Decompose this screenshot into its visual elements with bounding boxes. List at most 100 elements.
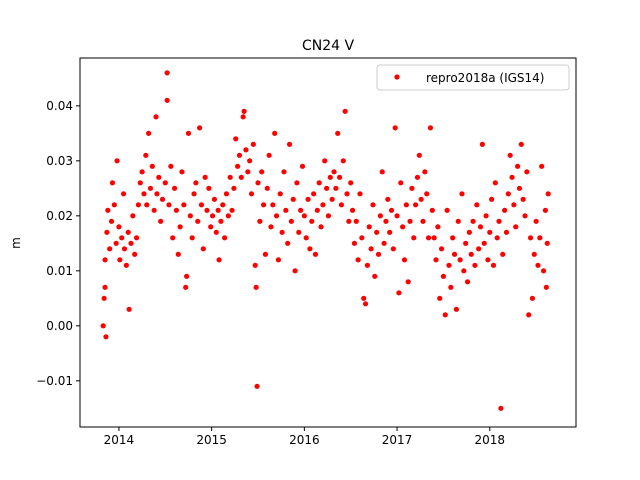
data-point	[183, 284, 189, 290]
data-point	[522, 213, 528, 219]
data-point	[429, 207, 435, 213]
data-point	[144, 202, 150, 208]
data-point	[377, 213, 383, 219]
data-point	[518, 141, 524, 147]
data-point	[394, 213, 400, 219]
data-point	[173, 207, 180, 213]
data-point	[189, 235, 195, 241]
data-point	[346, 218, 352, 224]
data-point	[175, 251, 181, 257]
legend: repro2018a (IGS14)	[376, 64, 570, 91]
data-point	[359, 235, 365, 241]
data-point	[364, 262, 371, 268]
data-point	[496, 218, 502, 224]
data-point	[298, 207, 304, 213]
data-point	[133, 235, 140, 241]
data-point	[107, 246, 113, 252]
data-point	[273, 213, 280, 219]
data-point	[507, 152, 513, 158]
data-point	[206, 185, 212, 191]
data-point	[388, 207, 395, 213]
data-point	[424, 191, 430, 197]
data-point	[272, 130, 278, 136]
data-point	[117, 257, 123, 263]
data-point	[464, 279, 471, 285]
data-point	[268, 224, 274, 230]
data-point	[355, 257, 361, 263]
data-point	[457, 257, 463, 263]
data-point	[233, 136, 239, 142]
data-point	[143, 152, 149, 158]
data-point	[128, 240, 134, 246]
data-point	[168, 163, 174, 169]
data-point	[498, 405, 504, 411]
data-point	[158, 218, 164, 224]
data-point	[340, 158, 346, 164]
data-point	[516, 185, 523, 191]
data-point	[435, 224, 441, 230]
data-point	[374, 229, 380, 235]
data-point	[283, 207, 289, 213]
data-point	[191, 191, 197, 197]
data-point	[211, 196, 218, 202]
data-point	[322, 158, 328, 164]
data-point	[353, 218, 359, 224]
x-tick-label: 2014	[104, 433, 135, 447]
data-point	[250, 141, 256, 147]
data-point	[466, 229, 472, 235]
data-point	[236, 152, 243, 158]
data-point	[320, 202, 326, 208]
data-point	[102, 257, 108, 263]
data-point	[481, 240, 487, 246]
data-point	[442, 312, 448, 318]
data-point	[409, 185, 415, 191]
data-point	[238, 174, 244, 180]
data-point	[104, 229, 110, 235]
data-point	[392, 125, 398, 131]
data-point	[453, 306, 460, 312]
data-point	[216, 257, 222, 263]
data-point	[372, 273, 378, 279]
data-point	[357, 191, 363, 197]
data-point	[509, 174, 515, 180]
data-point	[309, 218, 315, 224]
data-point	[215, 207, 221, 213]
data-point	[116, 224, 122, 230]
data-point	[418, 196, 424, 202]
data-point	[171, 185, 178, 191]
data-point	[336, 174, 343, 180]
y-axis: −0.01 0.00 0.01 0.02 0.03 0.04	[36, 99, 80, 388]
data-point	[422, 169, 428, 175]
data-point	[405, 279, 411, 285]
data-point	[533, 218, 539, 224]
data-point	[262, 251, 269, 257]
data-point	[348, 180, 354, 186]
data-point	[370, 202, 376, 208]
x-tick-label: 2018	[475, 433, 506, 447]
data-point	[151, 207, 157, 213]
data-point	[470, 218, 476, 224]
data-point	[477, 224, 484, 230]
data-point	[153, 114, 159, 120]
data-point	[448, 284, 454, 290]
data-point	[494, 235, 500, 241]
data-point	[438, 246, 445, 252]
data-point	[270, 202, 276, 208]
legend-marker	[394, 74, 400, 80]
data-point	[527, 235, 534, 241]
data-point	[223, 191, 230, 197]
data-point	[325, 213, 332, 219]
data-point	[500, 251, 506, 257]
y-tick-label: −0.01	[36, 374, 73, 388]
data-point	[185, 130, 192, 136]
data-point	[400, 224, 406, 230]
y-tick-label: 0.03	[46, 154, 73, 168]
data-point	[264, 185, 270, 191]
data-point	[288, 218, 294, 224]
data-point	[114, 158, 120, 164]
data-point	[329, 196, 335, 202]
data-point	[254, 383, 260, 389]
data-point	[381, 240, 387, 246]
data-point	[544, 240, 550, 246]
